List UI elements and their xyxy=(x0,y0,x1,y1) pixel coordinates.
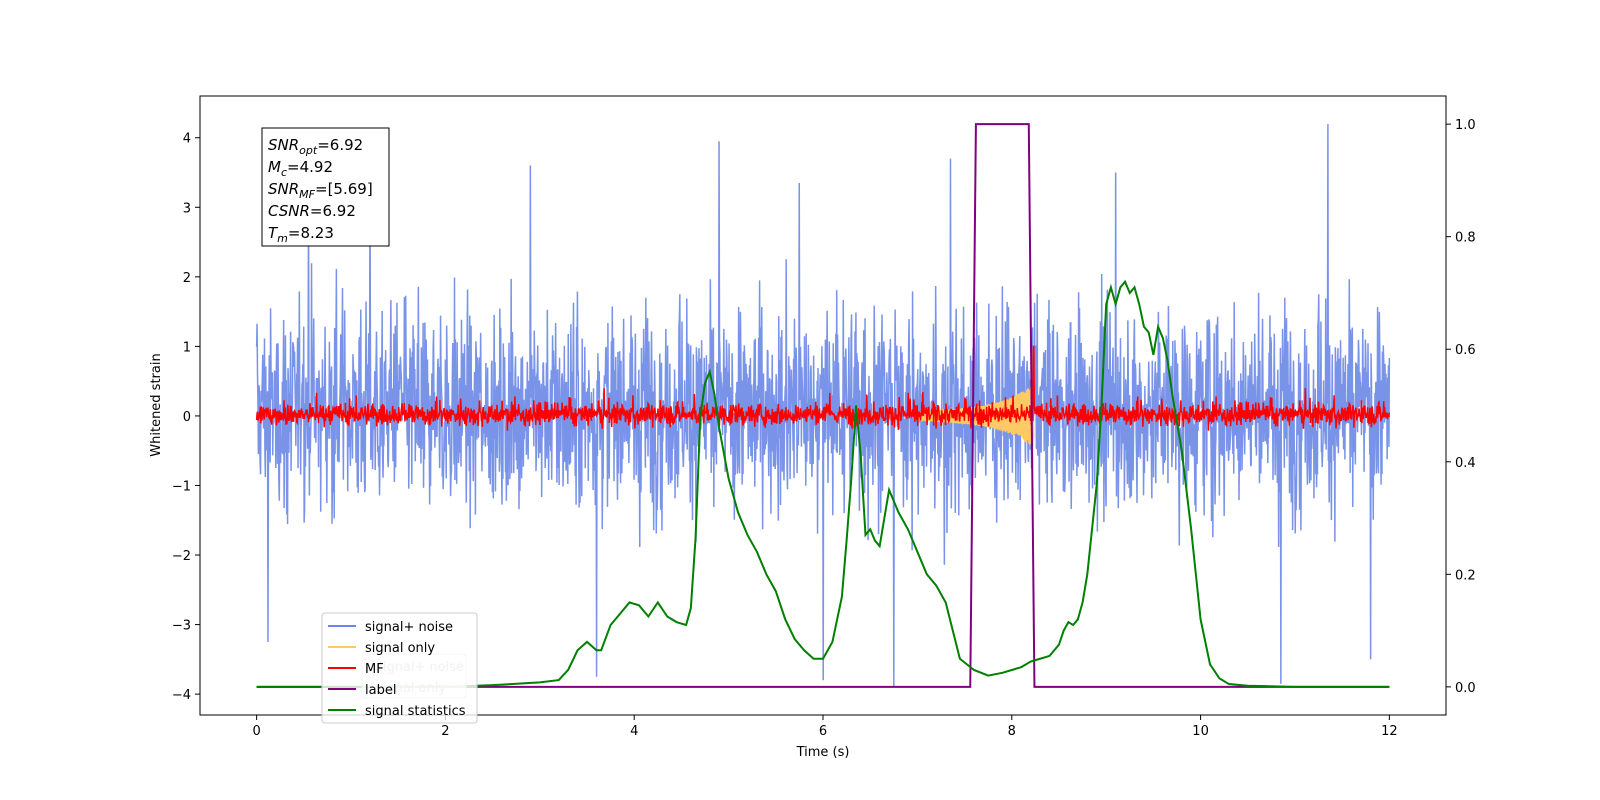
y-tick-label: 3 xyxy=(183,201,191,216)
series-mf xyxy=(255,345,1391,431)
y-tick-label: −2 xyxy=(172,549,191,564)
legend-label: MF xyxy=(365,662,384,677)
y-tick-label: −3 xyxy=(172,619,191,634)
y-axis-label: Whitened strain xyxy=(149,353,164,456)
x-tick-label: 0 xyxy=(252,724,260,739)
y-tick-label: 4 xyxy=(183,132,191,147)
x-axis-label: Time (s) xyxy=(796,745,850,760)
y-axis-ticks: −4 −3 −2 −1 0 1 2 3 4 xyxy=(172,132,200,703)
right-tick-label: 0.0 xyxy=(1455,681,1476,696)
y-tick-label: 1 xyxy=(183,340,191,355)
stats-line: Mc=4.92 xyxy=(268,158,333,179)
x-tick-label: 12 xyxy=(1381,724,1398,739)
stats-line: CSNR=6.92 xyxy=(268,202,356,220)
x-tick-label: 2 xyxy=(441,724,449,739)
stats-line: SNRMF=[5.69] xyxy=(268,180,373,201)
x-tick-label: 6 xyxy=(819,724,827,739)
x-tick-label: 10 xyxy=(1192,724,1209,739)
legend-label: signal+ noise xyxy=(365,620,453,635)
x-tick-label: 8 xyxy=(1008,724,1016,739)
stats-box-frame xyxy=(261,127,390,247)
legend: signal+ noise signal only MF label signal st… xyxy=(321,612,478,724)
y-tick-label: 0 xyxy=(183,410,191,425)
right-axis-ticks: 0.0 0.2 0.4 0.6 0.8 1.0 xyxy=(1446,118,1476,696)
series-signal-plus-noise xyxy=(255,123,1391,688)
series-label xyxy=(256,123,1390,688)
y-tick-label: 2 xyxy=(183,271,191,286)
series-signal-statistics xyxy=(256,279,1390,688)
stats-line: SNRopt=6.92 xyxy=(268,136,363,157)
x-tick-label: 4 xyxy=(630,724,638,739)
legend-label: signal statistics xyxy=(365,704,466,719)
y-tick-label: −4 xyxy=(172,688,191,703)
legend-frame xyxy=(321,612,478,724)
right-tick-label: 0.8 xyxy=(1455,231,1476,246)
y-tick-label: −1 xyxy=(172,479,191,494)
legend-label: label xyxy=(365,683,396,698)
right-tick-label: 0.2 xyxy=(1455,568,1476,583)
right-tick-label: 0.6 xyxy=(1455,343,1476,358)
right-tick-label: 1.0 xyxy=(1455,118,1476,133)
plot-data-layer xyxy=(255,123,1391,688)
right-tick-label: 0.4 xyxy=(1455,456,1476,471)
legend-label: signal only xyxy=(365,641,435,656)
stats-line: Tm=8.23 xyxy=(268,224,334,245)
